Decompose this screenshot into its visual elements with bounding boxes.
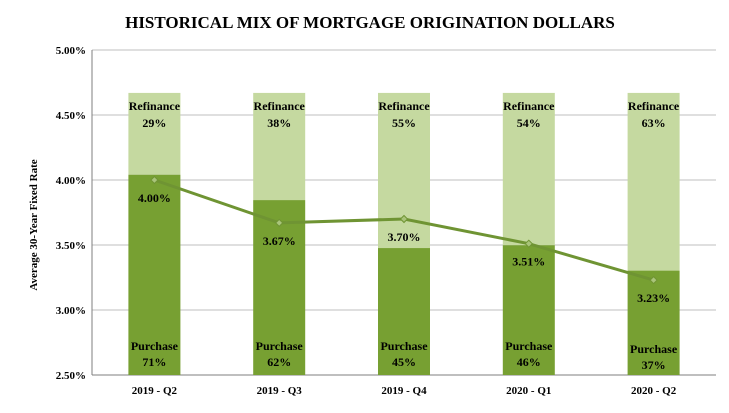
refinance-value: 55% xyxy=(392,116,416,130)
purchase-value: 71% xyxy=(142,355,166,369)
y-tick-label: 4.50% xyxy=(56,110,86,122)
rate-point xyxy=(274,218,284,228)
refinance-label: Refinance xyxy=(378,99,430,113)
refinance-value: 54% xyxy=(517,116,541,130)
x-tick-label: 2020 - Q1 xyxy=(506,385,551,397)
data-labels: Refinance 29% Purchase 71% Refinance 38% Purch… xyxy=(129,99,680,372)
purchase-bar xyxy=(502,245,555,375)
rate-point xyxy=(649,275,658,285)
purchase-label: Purchase xyxy=(256,339,304,353)
rate-point xyxy=(524,239,534,248)
purchase-label: Purchase xyxy=(380,339,428,353)
purchase-label: Purchase xyxy=(131,339,179,353)
purchase-bar xyxy=(128,174,181,375)
rate-line-layer xyxy=(150,175,658,285)
y-tick-label: 3.50% xyxy=(56,240,86,252)
refinance-bar xyxy=(627,92,680,271)
purchase-value: 45% xyxy=(392,355,416,369)
refinance-value: 63% xyxy=(642,116,666,130)
y-axis-label: Average 30-Year Fixed Rate xyxy=(28,159,40,290)
y-tick-label: 5.00% xyxy=(56,45,86,57)
rate-value-label: 3.51% xyxy=(512,255,545,269)
purchase-value: 62% xyxy=(267,355,291,369)
x-tick-label: 2020 - Q2 xyxy=(631,385,677,397)
y-tick-label: 4.00% xyxy=(56,175,86,187)
rate-value-label: 3.23% xyxy=(637,291,670,305)
purchase-value: 37% xyxy=(642,358,666,372)
purchase-value: 46% xyxy=(517,355,541,369)
refinance-label: Refinance xyxy=(254,99,306,113)
rate-point xyxy=(399,214,409,224)
rate-value-label: 4.00% xyxy=(138,191,171,205)
purchase-bar xyxy=(378,248,430,375)
x-tick-labels: 2019 - Q2 2019 - Q3 2019 - Q4 2020 - Q1 2020… xyxy=(132,385,677,397)
refinance-bar xyxy=(128,92,181,175)
refinance-value: 38% xyxy=(267,116,291,130)
purchase-label: Purchase xyxy=(630,342,678,356)
refinance-label: Refinance xyxy=(129,99,181,113)
refinance-bar xyxy=(253,92,306,201)
rate-value-label: 3.70% xyxy=(388,230,421,244)
x-tick-label: 2019 - Q3 xyxy=(257,385,303,397)
rate-point xyxy=(150,175,159,185)
x-tick-label: 2019 - Q4 xyxy=(381,385,427,397)
purchase-bar xyxy=(627,270,680,375)
refinance-label: Refinance xyxy=(628,99,680,113)
chart-title: HISTORICAL MIX OF MORTGAGE ORIGINATION D… xyxy=(125,13,615,32)
y-tick-label: 3.00% xyxy=(56,305,86,317)
rate-value-label: 3.67% xyxy=(263,234,296,248)
y-tick-labels: 5.00% 4.50% 4.00% 3.50% 3.00% 2.50% xyxy=(56,45,86,382)
y-tick-label: 2.50% xyxy=(56,370,86,382)
purchase-bar xyxy=(253,200,306,375)
x-tick-label: 2019 - Q2 xyxy=(132,385,178,397)
purchase-label: Purchase xyxy=(505,339,553,353)
refinance-value: 29% xyxy=(142,116,166,130)
refinance-label: Refinance xyxy=(503,99,555,113)
refinance-bar xyxy=(502,92,555,246)
